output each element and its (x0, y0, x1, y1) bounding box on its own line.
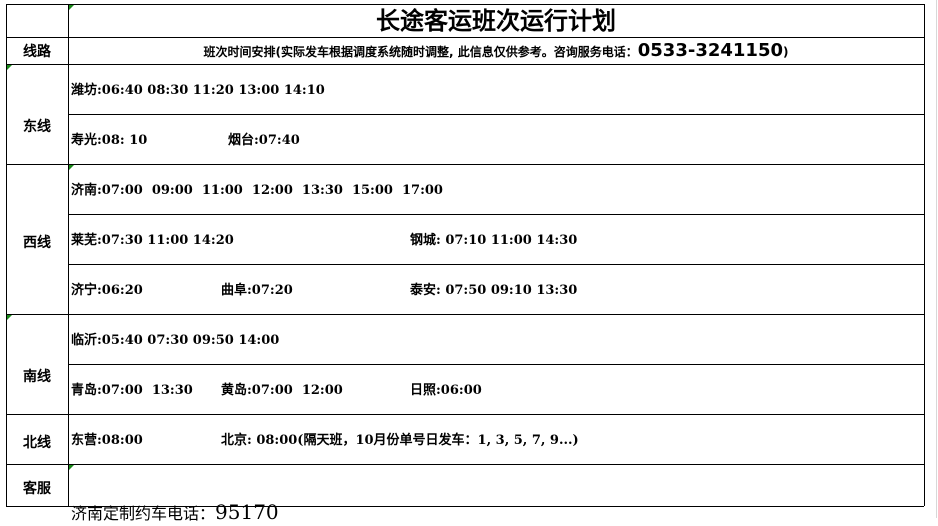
note-suffix: ) (783, 45, 789, 59)
page-title: 长途客运班次运行计划 (376, 7, 616, 35)
laiwu-schedule: 莱芜:07:30 11:00 14:20 (71, 233, 234, 248)
qufu-schedule: 曲阜:07:20 (221, 283, 293, 298)
west-line-label: 西线 (23, 235, 51, 251)
dongying-schedule: 东营:08:00 (71, 433, 143, 448)
gridline (936, 0, 937, 518)
service-phone: 0533-3241150 (637, 40, 783, 61)
shouguang-schedule: 寿光:08: 10 (71, 133, 148, 148)
qingdao-schedule: 青岛:07:00 13:30 (71, 383, 193, 398)
jinan-schedule: 济南:07:00 09:00 11:00 12:00 13:30 15:00 1… (71, 183, 443, 198)
booking-text: 济南定制约车电话： (71, 504, 216, 523)
beijing-schedule: 北京: 08:00(隔天班，10月份单号日发车：1, 3, 5, 7, 9...… (221, 433, 579, 448)
route-header: 线路 (23, 44, 51, 60)
taian-schedule: 泰安: 07:50 09:10 13:30 (410, 283, 578, 298)
booking-phone: 95170 (215, 500, 279, 524)
custom-booking: 济南定制约车电话：95170 (71, 476, 279, 526)
yantai-schedule: 烟台:07:40 (228, 133, 300, 148)
huangdao-schedule: 黄岛:07:00 12:00 (221, 383, 343, 398)
south-line-label: 南线 (23, 369, 51, 385)
jining-schedule: 济宁:06:20 (71, 283, 143, 298)
schedule-note: 班次时间安排(实际发车根据调度系统随时调整, 此信息仅供参考。咨询服务电话：05… (68, 40, 924, 63)
customer-service-label: 客服 (23, 481, 51, 497)
gangcheng-schedule: 钢城: 07:10 11:00 14:30 (410, 233, 578, 248)
east-line-label: 东线 (23, 119, 51, 135)
note-text: 班次时间安排(实际发车根据调度系统随时调整, 此信息仅供参考。咨询服务电话： (203, 45, 638, 59)
weifang-schedule: 潍坊:06:40 08:30 11:20 13:00 14:10 (71, 83, 325, 98)
linyi-schedule: 临沂:05:40 07:30 09:50 14:00 (71, 333, 280, 348)
north-line-label: 北线 (23, 435, 51, 451)
rizhao-schedule: 日照:06:00 (410, 383, 482, 398)
